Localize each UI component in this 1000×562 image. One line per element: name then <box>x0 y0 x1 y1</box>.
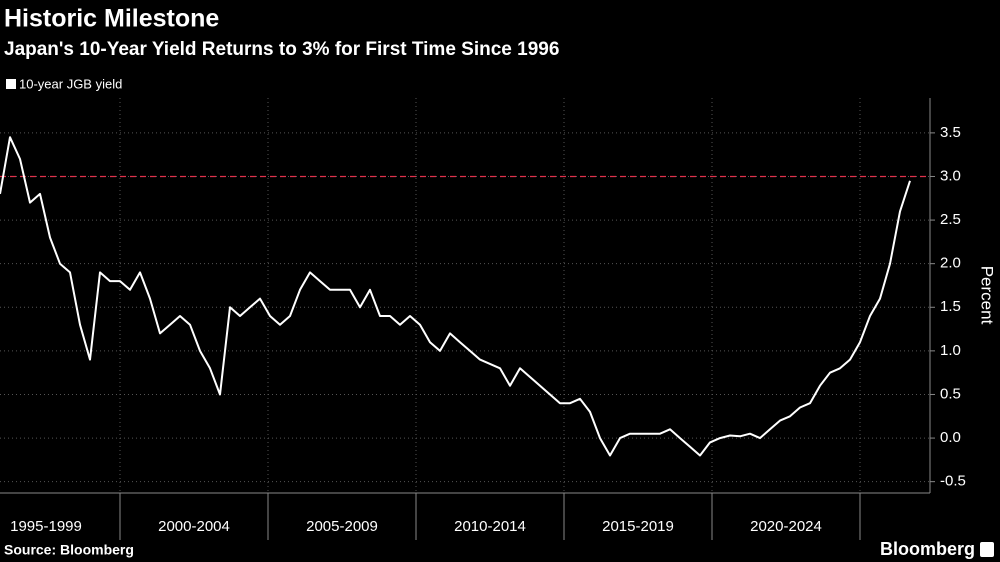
y-tick-label: 0.5 <box>940 385 961 402</box>
x-tick-label: 2015-2019 <box>602 518 674 535</box>
x-tick-label: 2010-2014 <box>454 518 526 535</box>
data-line <box>0 136 911 457</box>
legend-swatch <box>6 79 16 89</box>
chart-subtitle: Japan's 10-Year Yield Returns to 3% for … <box>4 39 559 60</box>
brand-icon <box>980 542 994 557</box>
y-tick-label: 0.0 <box>940 429 961 446</box>
legend-label: 10-year JGB yield <box>19 76 122 91</box>
y-tick-label: 2.5 <box>940 211 961 228</box>
chart-title: Historic Milestone <box>4 5 219 33</box>
x-tick-label: 2020-2024 <box>750 518 822 535</box>
y-axis-label: Percent <box>978 266 997 325</box>
y-tick-label: -0.5 <box>940 473 966 490</box>
brand: Bloomberg <box>880 539 975 559</box>
x-tick-label: 1995-1999 <box>10 518 82 535</box>
y-tick-label: 3.0 <box>940 167 961 184</box>
y-tick-label: 1.0 <box>940 342 961 359</box>
y-tick-label: 2.0 <box>940 255 961 272</box>
source: Source: Bloomberg <box>4 542 134 558</box>
y-tick-label: 3.5 <box>940 124 961 141</box>
y-tick-label: 1.5 <box>940 298 961 315</box>
x-tick-label: 2005-2009 <box>306 518 378 535</box>
x-tick-label: 2000-2004 <box>158 518 230 535</box>
